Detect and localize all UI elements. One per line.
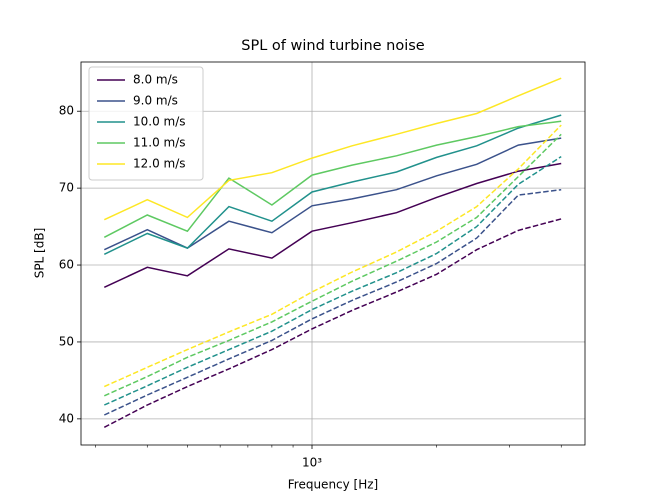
y-tick-label: 50 (59, 334, 74, 348)
line (103, 120, 562, 238)
y-axis-label: SPL [dB] (33, 228, 47, 279)
y-tick-label: 40 (59, 411, 74, 425)
y-tick-label: 80 (59, 104, 74, 118)
x-axis-label: Frequency [Hz] (288, 478, 379, 492)
grid (81, 62, 585, 445)
y-tick-label: 60 (59, 258, 74, 272)
legend-box (88, 66, 204, 181)
dashed-line (103, 133, 562, 397)
y-tick-label: 70 (59, 181, 74, 195)
legend-label: 8.0 m/s (133, 73, 178, 87)
line (103, 162, 562, 288)
dashed-line (103, 155, 562, 406)
legend-label: 9.0 m/s (133, 94, 178, 108)
dashed-line (103, 218, 562, 428)
line (103, 77, 562, 221)
x-tick-label: 10³ (302, 456, 322, 470)
line (103, 114, 562, 255)
plot-frame (80, 61, 586, 446)
legend-label: 10.0 m/s (133, 115, 186, 129)
legend-label: 11.0 m/s (133, 136, 186, 150)
dashed-line (103, 124, 562, 388)
dashed-line (103, 188, 562, 416)
legend-label: 12.0 m/s (133, 157, 186, 171)
chart-title: SPL of wind turbine noise (241, 38, 425, 54)
